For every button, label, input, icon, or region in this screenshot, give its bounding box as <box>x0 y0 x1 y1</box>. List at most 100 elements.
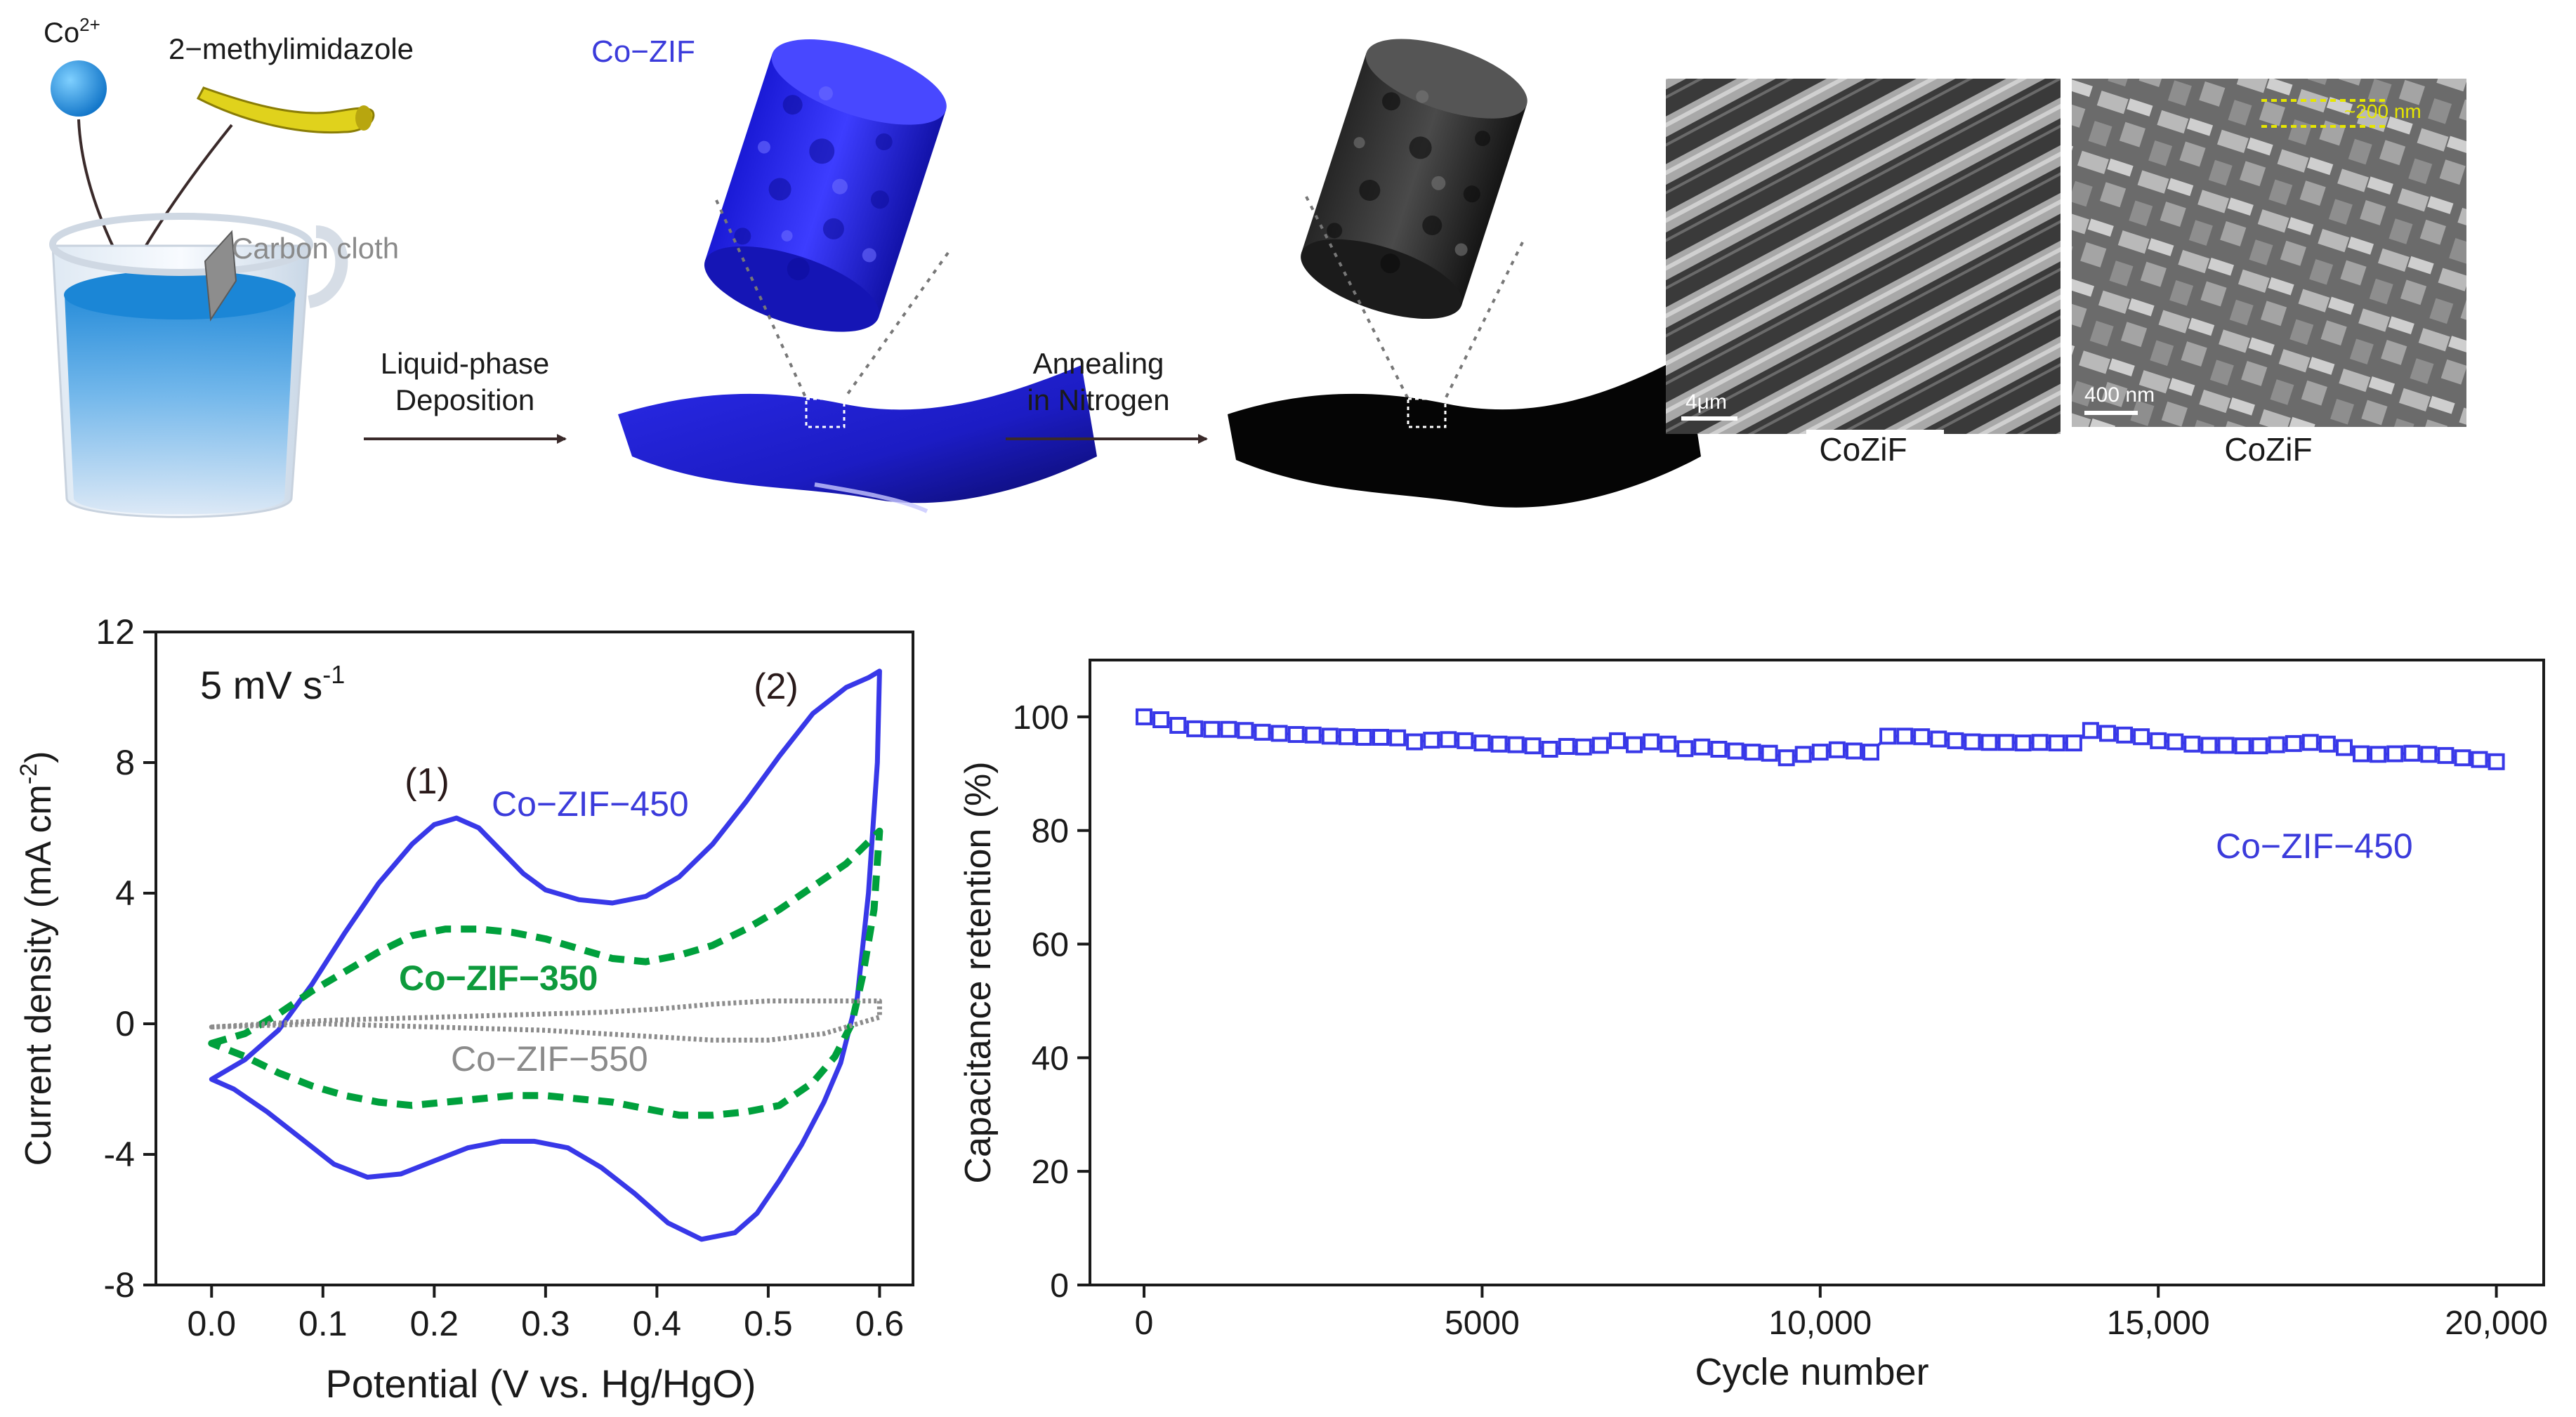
cycling-data-point <box>2167 733 2184 751</box>
carbonized-sheet-icon <box>1228 355 1701 508</box>
cycling-y-tick-label: 40 <box>1032 1040 1069 1077</box>
cv-x-tick-label: 0.6 <box>855 1304 905 1343</box>
zoom-line <box>715 199 808 400</box>
cycling-data-point <box>1338 728 1355 746</box>
step2-label-line1: Annealing <box>1033 347 1164 380</box>
cv-x-axis-label: Potential (V vs. Hg/HgO) <box>325 1362 756 1406</box>
cycling-data-point <box>2353 745 2370 763</box>
step1-label-line1: Liquid-phase <box>381 347 550 380</box>
cycling-data-point <box>2065 734 2082 752</box>
cv-annotation-1: (1) <box>405 761 449 802</box>
cycling-data-point <box>1643 733 1660 751</box>
cycling-data-point <box>1727 742 1744 760</box>
cycling-data-point <box>2471 751 2488 768</box>
cv-legend-co-zif-550: Co−ZIF−550 <box>451 1039 648 1079</box>
cycling-data-point <box>1913 728 1931 746</box>
cycling-data-point <box>2183 735 2201 753</box>
cv-x-tick-label: 0.5 <box>744 1304 793 1343</box>
cycling-data-point <box>1660 735 1677 753</box>
cycling-data-point <box>2386 745 2404 763</box>
cycling-data-point <box>2116 726 2134 744</box>
cycling-data-point <box>1473 734 1491 752</box>
cycling-data-point <box>2234 737 2252 755</box>
cycling-data-point <box>2268 736 2285 753</box>
sem-right-scale-label: 400 nm <box>2084 383 2155 407</box>
cycling-data-point <box>1270 725 1288 742</box>
cv-x-tick-label: 0.2 <box>410 1304 459 1343</box>
cycling-data-point <box>1676 740 1694 758</box>
cv-y-tick-label: 4 <box>115 874 135 913</box>
cycling-data-point <box>1321 727 1339 745</box>
cycling-data-point <box>1524 737 1542 755</box>
cycling-data-point <box>1541 741 1558 758</box>
cycling-data-point <box>1710 741 1728 758</box>
cycling-y-tick-label: 20 <box>1032 1154 1069 1191</box>
cycling-data-point <box>1186 720 1204 737</box>
cv-annotation-2: (2) <box>754 666 799 707</box>
cycling-data-point <box>1423 732 1440 749</box>
co-zif-label: Co−ZIF <box>591 34 695 69</box>
cycling-data-point <box>2318 735 2336 753</box>
cycling-data-point <box>1575 738 1592 756</box>
cycling-data-point <box>1761 744 1778 762</box>
cycling-data-point <box>1744 744 1761 761</box>
step2-label-line2: in Nitrogen <box>1027 383 1169 416</box>
cycling-y-tick-label: 60 <box>1032 927 1069 964</box>
cycling-data-point <box>2048 734 2065 752</box>
cycling-data-point <box>2301 734 2319 751</box>
cv-y-tick-label: -8 <box>104 1265 135 1305</box>
cycling-data-point <box>1490 735 1508 753</box>
zoom-line <box>1444 242 1524 400</box>
cycling-data-point <box>1930 730 1947 748</box>
zoom-box <box>805 397 846 428</box>
cycling-data-point <box>1794 746 1812 763</box>
cycling-data-point <box>1152 711 1170 728</box>
cycling-x-tick-label: 5000 <box>1445 1305 1520 1342</box>
cycling-data-point <box>1591 737 1609 754</box>
cycling-data-point <box>1947 732 1964 749</box>
sem-right-caption: CoZiF <box>2224 431 2312 468</box>
cycling-data-point <box>1862 744 1879 761</box>
cycling-data-point <box>1169 717 1187 734</box>
sem-left-caption: CoZiF <box>1819 431 1907 468</box>
cycling-data-point <box>1287 726 1305 743</box>
linker-label: 2−methylimidazole <box>169 32 414 65</box>
cycling-y-tick-label: 80 <box>1032 813 1069 850</box>
cycling-data-point <box>2150 732 2167 749</box>
cycling-data-point <box>1964 733 1981 751</box>
cycling-data-point <box>1846 742 1862 760</box>
cv-series-co-zif-550 <box>209 999 882 1043</box>
cycling-data-point <box>1879 727 1897 745</box>
cv-plot-frame <box>155 631 914 1286</box>
step1-label-line2: Deposition <box>395 383 534 416</box>
carbon-cloth-label: Carbon cloth <box>232 232 399 265</box>
cycling-data-point <box>2285 734 2302 752</box>
cobalt-ion-icon <box>51 60 107 117</box>
cycling-data-point <box>1406 733 1424 751</box>
cycling-data-point <box>1389 729 1407 746</box>
carbonized-cylinder-icon <box>1301 39 1527 319</box>
cycling-data-point <box>1457 732 1474 749</box>
cycling-data-point <box>1372 729 1389 746</box>
cycling-data-point <box>1828 741 1846 758</box>
co-zif-sheet-icon <box>618 365 1097 503</box>
sem-right-annotation: ~200 nm <box>2344 100 2421 122</box>
sem-image-right: ~200 nm 400 nm <box>2072 79 2466 427</box>
cv-y-tick-label: -4 <box>104 1135 135 1174</box>
cycling-data-point <box>2403 744 2421 762</box>
cycling-y-axis-label: Capacitance retention (%) <box>958 761 999 1183</box>
linker-molecule-icon <box>196 86 375 134</box>
cv-x-tick-label: 0.4 <box>633 1304 682 1343</box>
cycling-x-tick-label: 15,000 <box>2107 1305 2210 1342</box>
cycling-data-point <box>2488 753 2505 770</box>
cv-x-tick-label: 0.3 <box>521 1304 570 1343</box>
cycling-data-point <box>2099 725 2116 742</box>
cycling-x-tick-label: 20,000 <box>2445 1305 2548 1342</box>
cycling-data-point <box>1777 749 1795 767</box>
cv-y-tick-label: 0 <box>115 1004 135 1043</box>
cv-x-tick-label: 0.0 <box>188 1304 237 1343</box>
cycling-data-point <box>1440 731 1457 749</box>
sem-left-scale-label: 4μm <box>1685 390 1727 414</box>
cycling-plot-frame <box>1089 659 2545 1286</box>
